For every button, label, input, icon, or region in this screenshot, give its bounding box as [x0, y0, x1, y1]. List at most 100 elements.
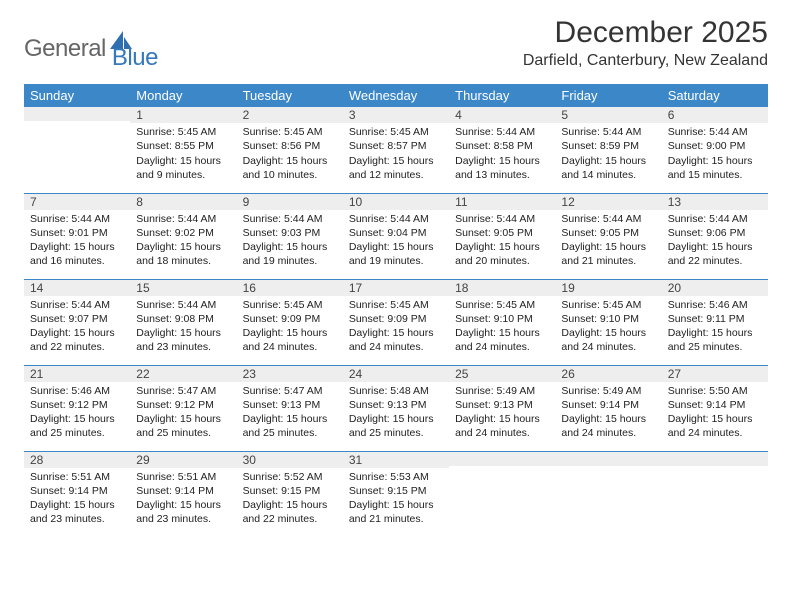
sunrise-text: Sunrise: 5:47 AM: [243, 384, 337, 398]
sunset-text: Sunset: 9:12 PM: [30, 398, 124, 412]
day-body: Sunrise: 5:44 AMSunset: 9:04 PMDaylight:…: [343, 210, 449, 273]
sunset-text: Sunset: 8:59 PM: [561, 139, 655, 153]
day-number: 28: [24, 452, 130, 468]
daylight-text: Daylight: 15 hours and 25 minutes.: [30, 412, 124, 440]
daylight-text: Daylight: 15 hours and 12 minutes.: [349, 154, 443, 182]
sunset-text: Sunset: 9:13 PM: [349, 398, 443, 412]
day-cell: [449, 451, 555, 537]
sunrise-text: Sunrise: 5:45 AM: [349, 298, 443, 312]
daylight-text: Daylight: 15 hours and 10 minutes.: [243, 154, 337, 182]
day-cell: 2Sunrise: 5:45 AMSunset: 8:56 PMDaylight…: [237, 107, 343, 193]
daylight-text: Daylight: 15 hours and 24 minutes.: [349, 326, 443, 354]
sunset-text: Sunset: 8:56 PM: [243, 139, 337, 153]
day-number: 13: [662, 194, 768, 210]
day-number: 10: [343, 194, 449, 210]
day-cell: 12Sunrise: 5:44 AMSunset: 9:05 PMDayligh…: [555, 193, 661, 279]
daylight-text: Daylight: 15 hours and 16 minutes.: [30, 240, 124, 268]
day-body: Sunrise: 5:44 AMSunset: 9:05 PMDaylight:…: [449, 210, 555, 273]
day-cell: 1 Sunrise: 5:45 AMSunset: 8:55 PMDaylight…: [130, 107, 236, 193]
sunset-text: Sunset: 9:02 PM: [136, 226, 230, 240]
dow-wednesday: Wednesday: [343, 84, 449, 107]
day-body: [555, 466, 661, 472]
day-body: [449, 466, 555, 472]
day-number: 26: [555, 366, 661, 382]
logo-text-blue: Blue: [112, 26, 158, 72]
day-cell: 31Sunrise: 5:53 AMSunset: 9:15 PMDayligh…: [343, 451, 449, 537]
day-cell: 22Sunrise: 5:47 AMSunset: 9:12 PMDayligh…: [130, 365, 236, 451]
week-row: 1Sunrise: 5:45 AMSunset: 8:55 PMDaylight…: [24, 107, 768, 193]
week-row: 21Sunrise: 5:46 AMSunset: 9:12 PMDayligh…: [24, 365, 768, 451]
day-number: [662, 452, 768, 466]
sunset-text: Sunset: 9:13 PM: [243, 398, 337, 412]
calendar-page: General Blue December 2025 Darfield, Can…: [0, 0, 792, 612]
day-cell: 9Sunrise: 5:44 AMSunset: 9:03 PMDaylight…: [237, 193, 343, 279]
day-cell: 8Sunrise: 5:44 AMSunset: 9:02 PMDaylight…: [130, 193, 236, 279]
sunrise-text: Sunrise: 5:52 AM: [243, 470, 337, 484]
day-number: 7: [24, 194, 130, 210]
sunset-text: Sunset: 8:55 PM: [136, 139, 230, 153]
day-cell: 27Sunrise: 5:50 AMSunset: 9:14 PMDayligh…: [662, 365, 768, 451]
day-cell: 7Sunrise: 5:44 AMSunset: 9:01 PMDaylight…: [24, 193, 130, 279]
calendar-body: 1Sunrise: 5:45 AMSunset: 8:55 PMDaylight…: [24, 107, 768, 537]
daylight-text: Daylight: 15 hours and 9 minutes.: [136, 154, 230, 182]
dow-thursday: Thursday: [449, 84, 555, 107]
daylight-text: Daylight: 15 hours and 18 minutes.: [136, 240, 230, 268]
sunset-text: Sunset: 9:10 PM: [561, 312, 655, 326]
day-cell: 23 Sunrise: 5:47 AMSunset: 9:13 PMDayligh…: [237, 365, 343, 451]
day-body: Sunrise: 5:51 AMSunset: 9:14 PMDaylight:…: [24, 468, 130, 531]
day-body: Sunrise: 5:53 AMSunset: 9:15 PMDaylight:…: [343, 468, 449, 531]
daylight-text: Daylight: 15 hours and 20 minutes.: [455, 240, 549, 268]
daylight-text: Daylight: 15 hours and 24 minutes.: [668, 412, 762, 440]
day-cell: 20Sunrise: 5:46 AMSunset: 9:11 PMDayligh…: [662, 279, 768, 365]
daylight-text: Daylight: 15 hours and 21 minutes.: [349, 498, 443, 526]
daylight-text: Daylight: 15 hours and 23 minutes.: [136, 326, 230, 354]
day-body: Sunrise: 5:49 AMSunset: 9:14 PMDaylight:…: [555, 382, 661, 445]
day-number: 30: [237, 452, 343, 468]
sunrise-text: Sunrise: 5:47 AM: [136, 384, 230, 398]
day-number: 21: [24, 366, 130, 382]
daylight-text: Daylight: 15 hours and 22 minutes.: [668, 240, 762, 268]
daylight-text: Daylight: 15 hours and 22 minutes.: [30, 326, 124, 354]
location-line: Darfield, Canterbury, New Zealand: [523, 52, 768, 70]
day-cell: 5Sunrise: 5:44 AMSunset: 8:59 PMDaylight…: [555, 107, 661, 193]
sunset-text: Sunset: 9:13 PM: [455, 398, 549, 412]
dow-monday: Monday: [130, 84, 236, 107]
sunset-text: Sunset: 9:00 PM: [668, 139, 762, 153]
day-body: Sunrise: 5:44 AMSunset: 8:59 PMDaylight:…: [555, 123, 661, 186]
day-body: Sunrise: 5:44 AMSunset: 9:07 PMDaylight:…: [24, 296, 130, 359]
day-number: 1: [130, 107, 236, 123]
day-number: 23: [237, 366, 343, 382]
day-number: [24, 107, 130, 121]
day-number: [555, 452, 661, 466]
sunset-text: Sunset: 9:01 PM: [30, 226, 124, 240]
day-cell: 18Sunrise: 5:45 AMSunset: 9:10 PMDayligh…: [449, 279, 555, 365]
day-body: Sunrise: 5:47 AMSunset: 9:12 PMDaylight:…: [130, 382, 236, 445]
sunset-text: Sunset: 9:12 PM: [136, 398, 230, 412]
daylight-text: Daylight: 15 hours and 21 minutes.: [561, 240, 655, 268]
dow-row: Sunday Monday Tuesday Wednesday Thursday…: [24, 84, 768, 107]
day-number: 18: [449, 280, 555, 296]
daylight-text: Daylight: 15 hours and 25 minutes.: [349, 412, 443, 440]
day-number: [449, 452, 555, 466]
day-body: Sunrise: 5:44 AMSunset: 8:58 PMDaylight:…: [449, 123, 555, 186]
sunset-text: Sunset: 8:57 PM: [349, 139, 443, 153]
sunrise-text: Sunrise: 5:44 AM: [243, 212, 337, 226]
day-cell: 6Sunrise: 5:44 AMSunset: 9:00 PMDaylight…: [662, 107, 768, 193]
daylight-text: Daylight: 15 hours and 24 minutes.: [561, 412, 655, 440]
day-cell: 29Sunrise: 5:51 AMSunset: 9:14 PMDayligh…: [130, 451, 236, 537]
daylight-text: Daylight: 15 hours and 24 minutes.: [455, 326, 549, 354]
sunrise-text: Sunrise: 5:45 AM: [243, 298, 337, 312]
day-cell: 10Sunrise: 5:44 AMSunset: 9:04 PMDayligh…: [343, 193, 449, 279]
sunrise-text: Sunrise: 5:44 AM: [30, 298, 124, 312]
day-body: Sunrise: 5:48 AMSunset: 9:13 PMDaylight:…: [343, 382, 449, 445]
daylight-text: Daylight: 15 hours and 25 minutes.: [136, 412, 230, 440]
week-row: 28Sunrise: 5:51 AMSunset: 9:14 PMDayligh…: [24, 451, 768, 537]
sunrise-text: Sunrise: 5:45 AM: [561, 298, 655, 312]
daylight-text: Daylight: 15 hours and 25 minutes.: [243, 412, 337, 440]
sunset-text: Sunset: 9:09 PM: [243, 312, 337, 326]
sunrise-text: Sunrise: 5:45 AM: [136, 125, 230, 139]
day-number: 3: [343, 107, 449, 123]
day-body: Sunrise: 5:44 AMSunset: 9:03 PMDaylight:…: [237, 210, 343, 273]
sunrise-text: Sunrise: 5:44 AM: [455, 212, 549, 226]
sunrise-text: Sunrise: 5:46 AM: [668, 298, 762, 312]
